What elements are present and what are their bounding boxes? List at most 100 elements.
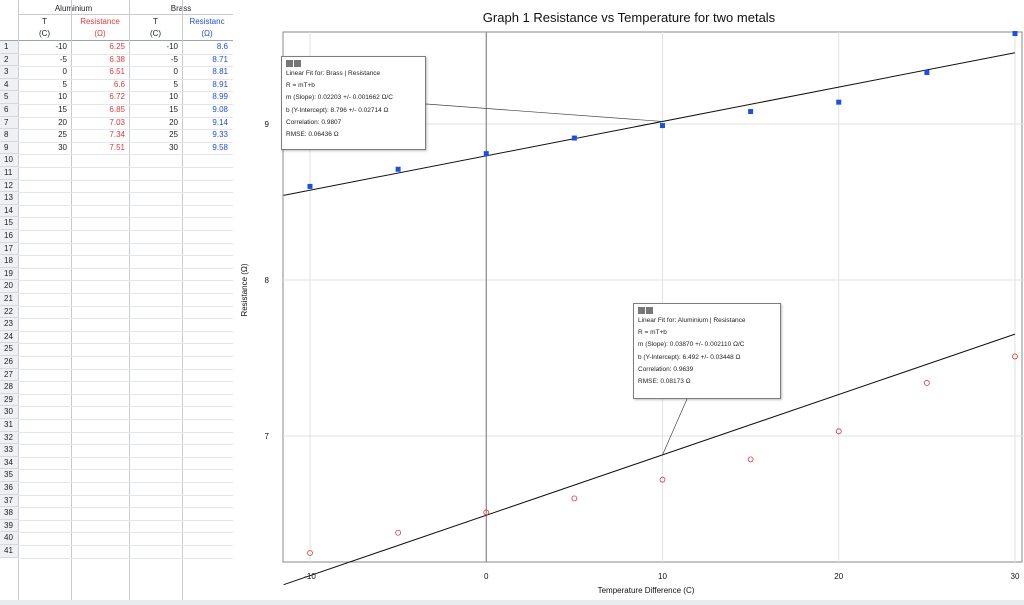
table-cell[interactable]: 6.51 bbox=[109, 67, 125, 77]
row-number: 23 bbox=[0, 318, 18, 331]
close-icon[interactable] bbox=[286, 60, 293, 67]
row-number: 39 bbox=[0, 519, 18, 533]
table-cell[interactable]: 7.03 bbox=[109, 117, 125, 127]
row-divider bbox=[18, 507, 233, 509]
header-divider bbox=[18, 14, 233, 15]
table-cell[interactable]: 15 bbox=[169, 105, 178, 114]
data-point-aluminium bbox=[747, 456, 754, 463]
data-point-brass bbox=[483, 151, 489, 157]
row-divider bbox=[18, 91, 233, 93]
table-cell[interactable]: -10 bbox=[55, 42, 67, 51]
column-unit: (Ω) bbox=[94, 29, 106, 38]
table-cell[interactable]: -5 bbox=[59, 54, 67, 64]
column-divider bbox=[182, 0, 183, 600]
table-cell[interactable]: 10 bbox=[58, 92, 67, 102]
data-point-aluminium bbox=[835, 428, 842, 435]
data-point-aluminium bbox=[571, 495, 578, 502]
table-cell[interactable]: 8.6 bbox=[216, 42, 228, 51]
table-cell[interactable]: 25 bbox=[169, 130, 178, 140]
x-tick-label: 10 bbox=[658, 572, 667, 581]
data-point-brass bbox=[924, 70, 930, 76]
column-header[interactable]: Resistanc bbox=[189, 17, 225, 26]
row-divider bbox=[18, 494, 233, 496]
row-number: 21 bbox=[0, 293, 18, 306]
table-cell[interactable]: 9.08 bbox=[212, 105, 228, 114]
table-cell[interactable]: 6.72 bbox=[109, 92, 125, 102]
row-divider bbox=[18, 104, 233, 105]
table-cell[interactable]: 8.99 bbox=[212, 92, 228, 102]
column-header[interactable]: Resistance bbox=[80, 17, 120, 26]
data-table: Aluminium Brass T (C) Resistance (Ω) T (C) Resis… bbox=[0, 0, 234, 600]
table-cell[interactable]: 6.25 bbox=[109, 42, 125, 51]
row-number: 2 bbox=[0, 53, 18, 67]
chart: Graph 1 Resistance vs Temperature for tw… bbox=[240, 10, 1024, 595]
close-icon[interactable] bbox=[638, 307, 645, 314]
row-divider bbox=[18, 129, 233, 131]
table-cell[interactable]: 7.34 bbox=[109, 130, 125, 140]
row-divider bbox=[18, 204, 233, 206]
table-cell[interactable]: 9.33 bbox=[212, 130, 228, 140]
row-number: 26 bbox=[0, 356, 18, 369]
column-header[interactable]: T bbox=[42, 17, 47, 26]
table-cell[interactable]: 30 bbox=[169, 142, 178, 152]
table-cell[interactable]: 15 bbox=[58, 105, 67, 114]
table-cell[interactable]: 9.58 bbox=[212, 142, 228, 152]
table-cell[interactable]: 7.51 bbox=[109, 142, 125, 152]
table-cell[interactable]: 20 bbox=[169, 117, 178, 127]
table-cell[interactable]: 8.91 bbox=[212, 79, 228, 89]
table-cell[interactable]: -10 bbox=[166, 42, 178, 51]
table-cell[interactable]: -5 bbox=[170, 54, 178, 64]
table-cell[interactable]: 9.14 bbox=[212, 117, 228, 127]
row-divider bbox=[18, 293, 233, 294]
row-number: 8 bbox=[0, 129, 18, 142]
y-axis-label: Resistance (Ω) bbox=[240, 263, 249, 316]
table-cell[interactable]: 25 bbox=[58, 130, 67, 140]
row-divider bbox=[18, 456, 233, 458]
table-cell[interactable]: 6.6 bbox=[113, 79, 125, 89]
column-header[interactable]: T bbox=[153, 17, 158, 26]
y-tick-label: 7 bbox=[265, 432, 270, 441]
row-number: 34 bbox=[0, 456, 18, 470]
data-point-brass bbox=[748, 109, 754, 115]
options-icon[interactable] bbox=[646, 307, 653, 314]
table-cell[interactable]: 0 bbox=[62, 67, 67, 77]
row-number: 29 bbox=[0, 393, 18, 407]
table-cell[interactable]: 0 bbox=[173, 67, 178, 77]
brass-fit-box[interactable]: Linear Fit for: Brass | Resistance R = m… bbox=[281, 56, 426, 150]
table-cell[interactable]: 5 bbox=[173, 79, 178, 89]
table-cell[interactable]: 6.38 bbox=[109, 54, 125, 64]
table-cell[interactable]: 5 bbox=[62, 79, 67, 89]
fit-line-0: Linear Fit for: Aluminium | Resistance bbox=[638, 317, 746, 324]
table-cell[interactable]: 6.85 bbox=[109, 105, 125, 114]
group-header-brass: Brass bbox=[170, 4, 192, 13]
data-point-brass bbox=[836, 99, 842, 105]
brass-fit-connector bbox=[425, 103, 663, 122]
options-icon[interactable] bbox=[294, 60, 301, 67]
data-point-aluminium bbox=[923, 380, 930, 386]
table-cell[interactable]: 8.81 bbox=[212, 67, 228, 77]
row-number: 36 bbox=[0, 482, 18, 495]
fit-line-4: Correlation: 0.9807 bbox=[286, 118, 342, 126]
row-number: 3 bbox=[0, 66, 18, 79]
column-divider bbox=[129, 0, 130, 600]
row-divider bbox=[18, 66, 233, 68]
row-number: 16 bbox=[0, 230, 18, 243]
column-unit: (C) bbox=[149, 29, 162, 38]
table-cell[interactable]: 20 bbox=[58, 117, 67, 127]
data-point-brass bbox=[660, 123, 665, 129]
row-number: 19 bbox=[0, 267, 18, 281]
data-point-aluminium bbox=[307, 550, 313, 556]
fit-line-aluminium bbox=[283, 333, 1016, 586]
table-cell[interactable]: 8.71 bbox=[212, 54, 228, 64]
row-number: 11 bbox=[0, 167, 18, 180]
fit-line-3: b (Y-Intercept): 6.492 +/- 0.03448 Ω bbox=[638, 353, 741, 361]
aluminium-fit-box[interactable]: Linear Fit for: Aluminium | Resistance R… bbox=[633, 303, 781, 399]
row-number: 40 bbox=[0, 532, 18, 545]
row-divider bbox=[18, 356, 233, 357]
row-number: 28 bbox=[0, 381, 18, 394]
row-number: 10 bbox=[0, 154, 18, 167]
row-number: 5 bbox=[0, 91, 18, 104]
table-cell[interactable]: 10 bbox=[169, 92, 178, 102]
table-cell[interactable]: 30 bbox=[58, 142, 67, 152]
row-divider bbox=[18, 545, 233, 546]
